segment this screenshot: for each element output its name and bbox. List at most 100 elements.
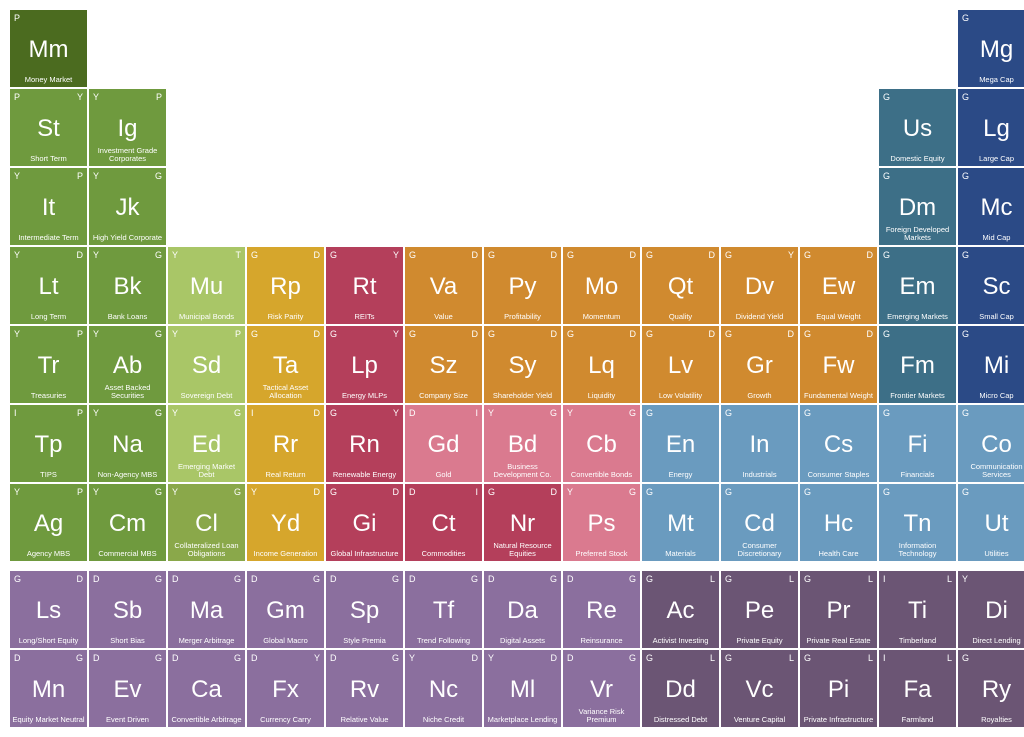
corner-tl: G (883, 92, 890, 102)
element-symbol: Mn (32, 678, 65, 702)
element-symbol: Vc (745, 678, 773, 702)
element-name: Private Equity (723, 637, 796, 645)
element-name: Large Cap (960, 155, 1024, 163)
corner-tl: G (251, 329, 258, 339)
element-symbol: Ma (190, 599, 223, 623)
element-lq: GDLqLiquidity (563, 326, 640, 403)
corner-tr: Y (393, 329, 399, 339)
corner-tl: G (646, 653, 653, 663)
element-name: Frontier Markets (881, 392, 954, 400)
corner-tl: D (172, 574, 179, 584)
corner-tl: Y (14, 171, 20, 181)
element-name: Timberland (881, 637, 954, 645)
element-name: Farmland (881, 716, 954, 724)
corner-tl: P (14, 13, 20, 23)
element-ti: ILTiTimberland (879, 571, 956, 648)
corner-tl: G (962, 250, 969, 260)
corner-tr: L (789, 653, 794, 663)
corner-tr: G (155, 408, 162, 418)
corner-tl: Y (488, 408, 494, 418)
element-name: Health Care (802, 550, 875, 558)
element-gi: GDGiGlobal Infrastructure (326, 484, 403, 561)
corner-tr: D (77, 574, 84, 584)
element-symbol: Mu (190, 275, 223, 299)
element-name: Momentum (565, 313, 638, 321)
element-cm: YGCmCommercial MBS (89, 484, 166, 561)
element-symbol: It (42, 196, 55, 220)
element-name: Event Driven (91, 716, 164, 724)
corner-tl: Y (172, 250, 178, 260)
corner-tl: G (804, 653, 811, 663)
element-symbol: Ab (113, 354, 142, 378)
element-mn: DGMnEquity Market Neutral (10, 650, 87, 727)
element-symbol: Sp (350, 599, 379, 623)
element-name: Energy MLPs (328, 392, 401, 400)
element-symbol: Pi (828, 678, 849, 702)
corner-tl: G (725, 329, 732, 339)
corner-tr: D (551, 250, 558, 260)
element-mc: GMcMid Cap (958, 168, 1024, 245)
element-symbol: Gm (266, 599, 305, 623)
corner-tr: D (630, 250, 637, 260)
element-rp: GDRpRisk Parity (247, 247, 324, 324)
corner-tl: Y (93, 329, 99, 339)
element-tn: GTnInformation Technology (879, 484, 956, 561)
element-symbol: Sy (508, 354, 536, 378)
element-symbol: Cd (744, 512, 775, 536)
corner-tr: D (314, 487, 321, 497)
element-symbol: Mc (981, 196, 1013, 220)
element-symbol: Pr (827, 599, 851, 623)
corner-tr: G (629, 574, 636, 584)
corner-tr: D (393, 487, 400, 497)
element-symbol: Fw (823, 354, 855, 378)
corner-tl: G (962, 171, 969, 181)
element-symbol: Mt (667, 512, 694, 536)
corner-tl: D (93, 574, 100, 584)
element-fw: GDFwFundamental Weight (800, 326, 877, 403)
corner-tl: Y (14, 250, 20, 260)
element-name: REITs (328, 313, 401, 321)
element-bd: YGBdBusiness Development Co. (484, 405, 561, 482)
element-symbol: Mo (585, 275, 618, 299)
element-ig: YPIgInvestment Grade Corporates (89, 89, 166, 166)
element-em: GEmEmerging Markets (879, 247, 956, 324)
element-symbol: Gr (746, 354, 773, 378)
element-symbol: Qt (668, 275, 693, 299)
element-lv: GDLvLow Volatility (642, 326, 719, 403)
element-symbol: Nc (429, 678, 458, 702)
element-name: Convertible Bonds (565, 471, 638, 479)
element-name: Tactical Asset Allocation (249, 384, 322, 400)
element-ut: GUtUtilities (958, 484, 1024, 561)
element-name: High Yield Corporate (91, 234, 164, 242)
corner-tr: G (155, 653, 162, 663)
element-tf: DGTfTrend Following (405, 571, 482, 648)
element-symbol: Lv (668, 354, 693, 378)
corner-tl: Y (93, 408, 99, 418)
element-yd: YDYdIncome Generation (247, 484, 324, 561)
corner-tr: D (867, 250, 874, 260)
element-symbol: Na (112, 433, 143, 457)
element-name: Merger Arbitrage (170, 637, 243, 645)
element-symbol: Yd (271, 512, 300, 536)
corner-tr: D (314, 408, 321, 418)
corner-tr: G (629, 487, 636, 497)
element-name: Fundamental Weight (802, 392, 875, 400)
corner-tr: G (76, 653, 83, 663)
element-bk: YGBkBank Loans (89, 247, 166, 324)
element-symbol: Ut (985, 512, 1009, 536)
corner-tl: Y (14, 487, 20, 497)
corner-tl: G (409, 250, 416, 260)
element-name: Bank Loans (91, 313, 164, 321)
periodic-alt-grid: GDLsLong/Short EquityDGSbShort BiasDGMaM… (10, 571, 1014, 727)
element-ry: GLRyRoyalties (958, 650, 1024, 727)
element-ls: GDLsLong/Short Equity (10, 571, 87, 648)
element-vc: GLVcVenture Capital (721, 650, 798, 727)
corner-tr: P (156, 92, 162, 102)
element-sd: YPSdSovereign Debt (168, 326, 245, 403)
element-name: Distressed Debt (644, 716, 717, 724)
element-name: Dividend Yield (723, 313, 796, 321)
element-symbol: Em (900, 275, 936, 299)
element-symbol: Fm (900, 354, 935, 378)
corner-tl: D (251, 653, 258, 663)
element-name: Marketplace Lending (486, 716, 559, 724)
